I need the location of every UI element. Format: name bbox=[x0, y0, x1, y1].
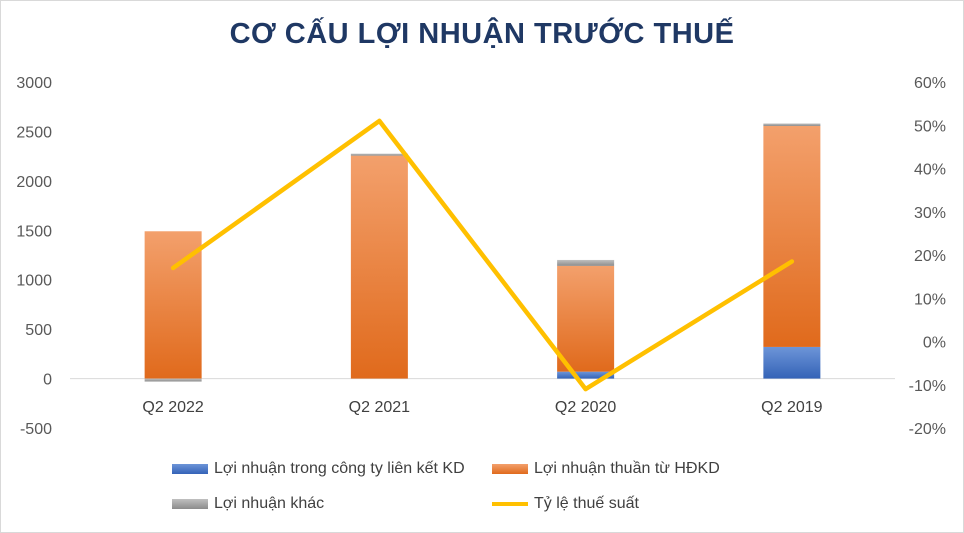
category-labels: Q2 2022 Q2 2021 Q2 2020 Q2 2019 bbox=[142, 399, 822, 416]
bar-operating bbox=[763, 125, 821, 347]
right-tick-label: -20% bbox=[909, 421, 946, 438]
category-label: Q2 2019 bbox=[761, 399, 822, 416]
chart-title: CƠ CẤU LỢI NHUẬN TRƯỚC THUẾ bbox=[229, 18, 735, 50]
left-tick-label: 2000 bbox=[16, 174, 52, 191]
tax-rate-line bbox=[170, 118, 795, 392]
left-tick-label: 3000 bbox=[16, 75, 52, 92]
bar-associate bbox=[763, 346, 821, 379]
category-label: Q2 2022 bbox=[142, 399, 203, 416]
right-tick-label: 60% bbox=[914, 75, 946, 92]
right-tick-label: 0% bbox=[923, 335, 946, 352]
right-tick-label: -10% bbox=[909, 378, 946, 395]
category-label: Q2 2021 bbox=[349, 399, 410, 416]
bar-other bbox=[350, 153, 408, 156]
left-tick-label: 0 bbox=[43, 372, 52, 389]
left-axis-ticks: -500 0 500 1000 1500 2000 2500 3000 bbox=[16, 75, 52, 438]
bars bbox=[144, 123, 821, 382]
bar-other bbox=[557, 259, 615, 266]
bar-other bbox=[763, 123, 821, 126]
right-tick-label: 40% bbox=[914, 162, 946, 179]
right-tick-label: 50% bbox=[914, 118, 946, 135]
right-tick-label: 10% bbox=[914, 291, 946, 308]
left-tick-label: -500 bbox=[20, 421, 52, 438]
category-label: Q2 2020 bbox=[555, 399, 616, 416]
bar-operating bbox=[557, 265, 615, 372]
bar-other bbox=[144, 378, 202, 382]
left-tick-label: 2500 bbox=[16, 124, 52, 141]
right-axis-ticks: -20% -10% 0% 10% 20% 30% 40% 50% 60% bbox=[909, 75, 946, 438]
right-tick-label: 30% bbox=[914, 205, 946, 222]
bar-operating bbox=[350, 155, 408, 379]
right-tick-label: 20% bbox=[914, 248, 946, 265]
tax-rate-polyline bbox=[170, 118, 795, 392]
bar-associate bbox=[557, 371, 615, 379]
left-tick-label: 500 bbox=[25, 322, 52, 339]
left-tick-label: 1500 bbox=[16, 223, 52, 240]
left-tick-label: 1000 bbox=[16, 273, 52, 290]
